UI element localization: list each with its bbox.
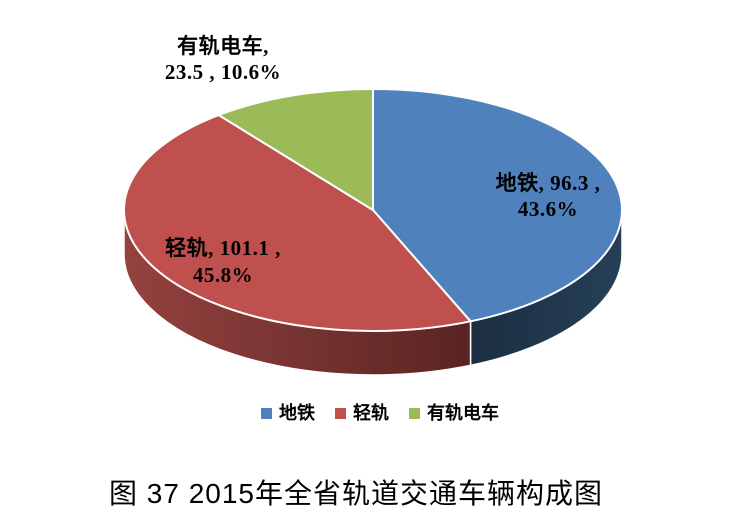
legend-item-lightrail: 轻轨 [335,402,389,424]
legend-swatch-tram [409,407,420,419]
legend-item-tram: 有轨电车 [409,402,499,424]
legend-label-lightrail: 轻轨 [353,403,389,423]
legend-swatch-lightrail [335,407,346,419]
data-label-tram: 有轨电车, 23.5 , 10.6% [103,33,343,85]
data-label-metro-line2: 43.6% [517,197,579,221]
data-label-tram-line1: 有轨电车, [177,34,269,58]
legend-swatch-metro [261,407,272,419]
legend-item-metro: 地铁 [261,402,315,424]
data-label-lightrail: 轻轨, 101.1 , 45.8% [103,235,343,289]
data-label-tram-line2: 23.5 , 10.6% [164,60,282,84]
pie-slice-地铁 [372,88,623,323]
data-label-metro: 地铁, 96.3 , 43.6% [428,170,668,222]
data-label-lightrail-line1: 轻轨, 101.1 , [165,236,281,260]
chart-legend: 地铁 轻轨 有轨电车 [10,402,750,424]
data-label-metro-line1: 地铁, 96.3 , [495,171,601,195]
data-label-lightrail-line2: 45.8% [192,263,254,287]
legend-label-tram: 有轨电车 [427,403,499,423]
legend-label-metro: 地铁 [279,403,315,423]
pie-slice-轻轨 [123,114,472,332]
figure-caption: 图 37 2015年全省轨道交通车辆构成图 [109,478,603,509]
pie-slice-有轨电车 [217,88,374,211]
